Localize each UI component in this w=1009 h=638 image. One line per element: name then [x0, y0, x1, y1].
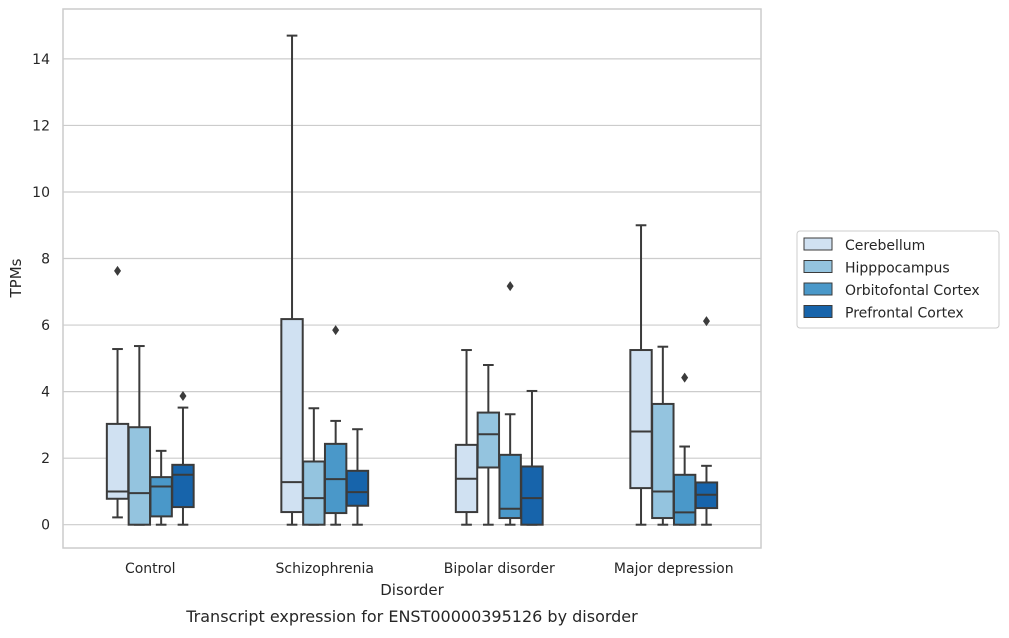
- box: [171, 463, 195, 509]
- chart-caption: Transcript expression for ENST0000039512…: [185, 607, 638, 626]
- box: [345, 469, 370, 507]
- box-layer: [105, 34, 719, 526]
- box-plot: [323, 325, 348, 526]
- box-plot: [345, 428, 370, 526]
- x-tick-label: Control: [125, 561, 176, 577]
- box-plot: [454, 349, 479, 526]
- legend-swatch: [803, 237, 833, 251]
- legend-box: [796, 230, 1000, 329]
- box-plot: [629, 224, 653, 526]
- box-plot: [520, 389, 544, 526]
- y-tick-label: 14: [32, 52, 50, 68]
- outlier-point: [702, 316, 710, 327]
- box-plot: [651, 345, 675, 526]
- outlier-point: [506, 281, 514, 292]
- y-tick-label: 4: [41, 385, 50, 401]
- legend-label: Hipppocampus: [845, 261, 950, 277]
- plot-border: [62, 8, 762, 549]
- legend-swatch: [803, 282, 833, 296]
- legend-label: Orbitofontal Cortex: [845, 283, 980, 299]
- legend-swatch: [803, 260, 833, 273]
- y-tick-label: 6: [41, 318, 50, 334]
- y-axis-label: TPMs: [7, 258, 25, 298]
- box-plot: [302, 407, 326, 526]
- y-tick-label: 10: [32, 185, 50, 201]
- plot-frame: [62, 8, 762, 549]
- box: [629, 349, 653, 490]
- x-tick-label: Major depression: [614, 561, 734, 577]
- box-plot: [105, 265, 130, 519]
- y-tick-label: 2: [41, 451, 50, 467]
- outlier-point: [179, 390, 187, 401]
- box: [127, 426, 152, 526]
- outlier-point: [332, 325, 340, 336]
- box: [520, 465, 544, 526]
- outlier-point: [114, 265, 122, 276]
- tick-labels: 0 2 4 6 8 10 12 14 Control Schizophrenia Bipolar d…: [32, 52, 733, 577]
- x-tick-label: Schizophrenia: [276, 561, 374, 577]
- box-plot: [149, 449, 173, 526]
- legend-label: Cerebellum: [845, 238, 925, 254]
- box-plot: [694, 316, 719, 526]
- legend-swatch: [803, 305, 833, 318]
- box: [105, 422, 130, 500]
- outlier-point: [681, 372, 689, 383]
- box-plot: [280, 34, 304, 526]
- box-plot: [672, 372, 697, 526]
- y-tick-label: 8: [41, 252, 50, 268]
- box-plot: [127, 345, 152, 526]
- box: [672, 473, 697, 526]
- y-tick-label: 0: [41, 518, 50, 534]
- y-tick-label: 12: [32, 118, 50, 134]
- box: [149, 476, 173, 518]
- x-tick-label: Bipolar disorder: [444, 561, 555, 577]
- box: [476, 411, 501, 469]
- box: [302, 460, 326, 526]
- box: [280, 318, 304, 514]
- legend-label: Prefrontal Cortex: [845, 306, 964, 322]
- x-axis-label: Disorder: [380, 581, 444, 599]
- box-plot: [476, 364, 501, 526]
- box-plot: [171, 390, 195, 526]
- legend: Cerebellum Hipppocampus Orbitofontal Corte…: [796, 230, 1000, 329]
- box: [651, 402, 675, 520]
